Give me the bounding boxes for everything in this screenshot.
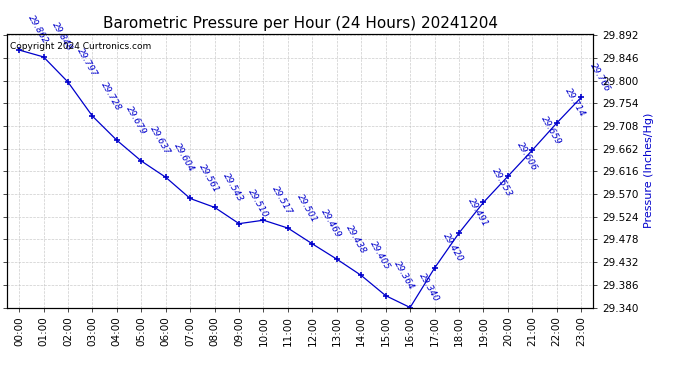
Text: 29.543: 29.543	[221, 171, 245, 203]
Text: 29.420: 29.420	[442, 232, 465, 264]
Text: 29.561: 29.561	[197, 162, 221, 194]
Text: 29.517: 29.517	[270, 184, 294, 216]
Text: 29.862: 29.862	[26, 14, 50, 46]
Text: 29.606: 29.606	[515, 140, 538, 172]
Text: 29.766: 29.766	[588, 62, 612, 93]
Title: Barometric Pressure per Hour (24 Hours) 20241204: Barometric Pressure per Hour (24 Hours) …	[103, 16, 497, 31]
Text: 29.728: 29.728	[99, 80, 123, 112]
Text: 29.405: 29.405	[368, 239, 392, 271]
Text: 29.714: 29.714	[564, 87, 587, 119]
Text: 29.604: 29.604	[172, 141, 196, 173]
Text: 29.501: 29.501	[295, 192, 319, 224]
Text: 29.659: 29.659	[540, 114, 563, 146]
Text: 29.364: 29.364	[393, 260, 416, 291]
Text: 29.553: 29.553	[491, 166, 514, 198]
Text: 29.637: 29.637	[148, 125, 172, 157]
Text: 29.797: 29.797	[75, 46, 99, 78]
Text: 29.679: 29.679	[124, 104, 148, 136]
Y-axis label: Pressure (Inches/Hg): Pressure (Inches/Hg)	[644, 113, 655, 228]
Text: 29.491: 29.491	[466, 197, 489, 229]
Text: 29.848: 29.848	[50, 21, 74, 53]
Text: 29.469: 29.469	[319, 208, 343, 240]
Text: 29.438: 29.438	[344, 223, 367, 255]
Text: 29.340: 29.340	[417, 272, 441, 303]
Text: Copyright 2024 Curtronics.com: Copyright 2024 Curtronics.com	[10, 42, 151, 51]
Text: 29.510: 29.510	[246, 188, 270, 219]
